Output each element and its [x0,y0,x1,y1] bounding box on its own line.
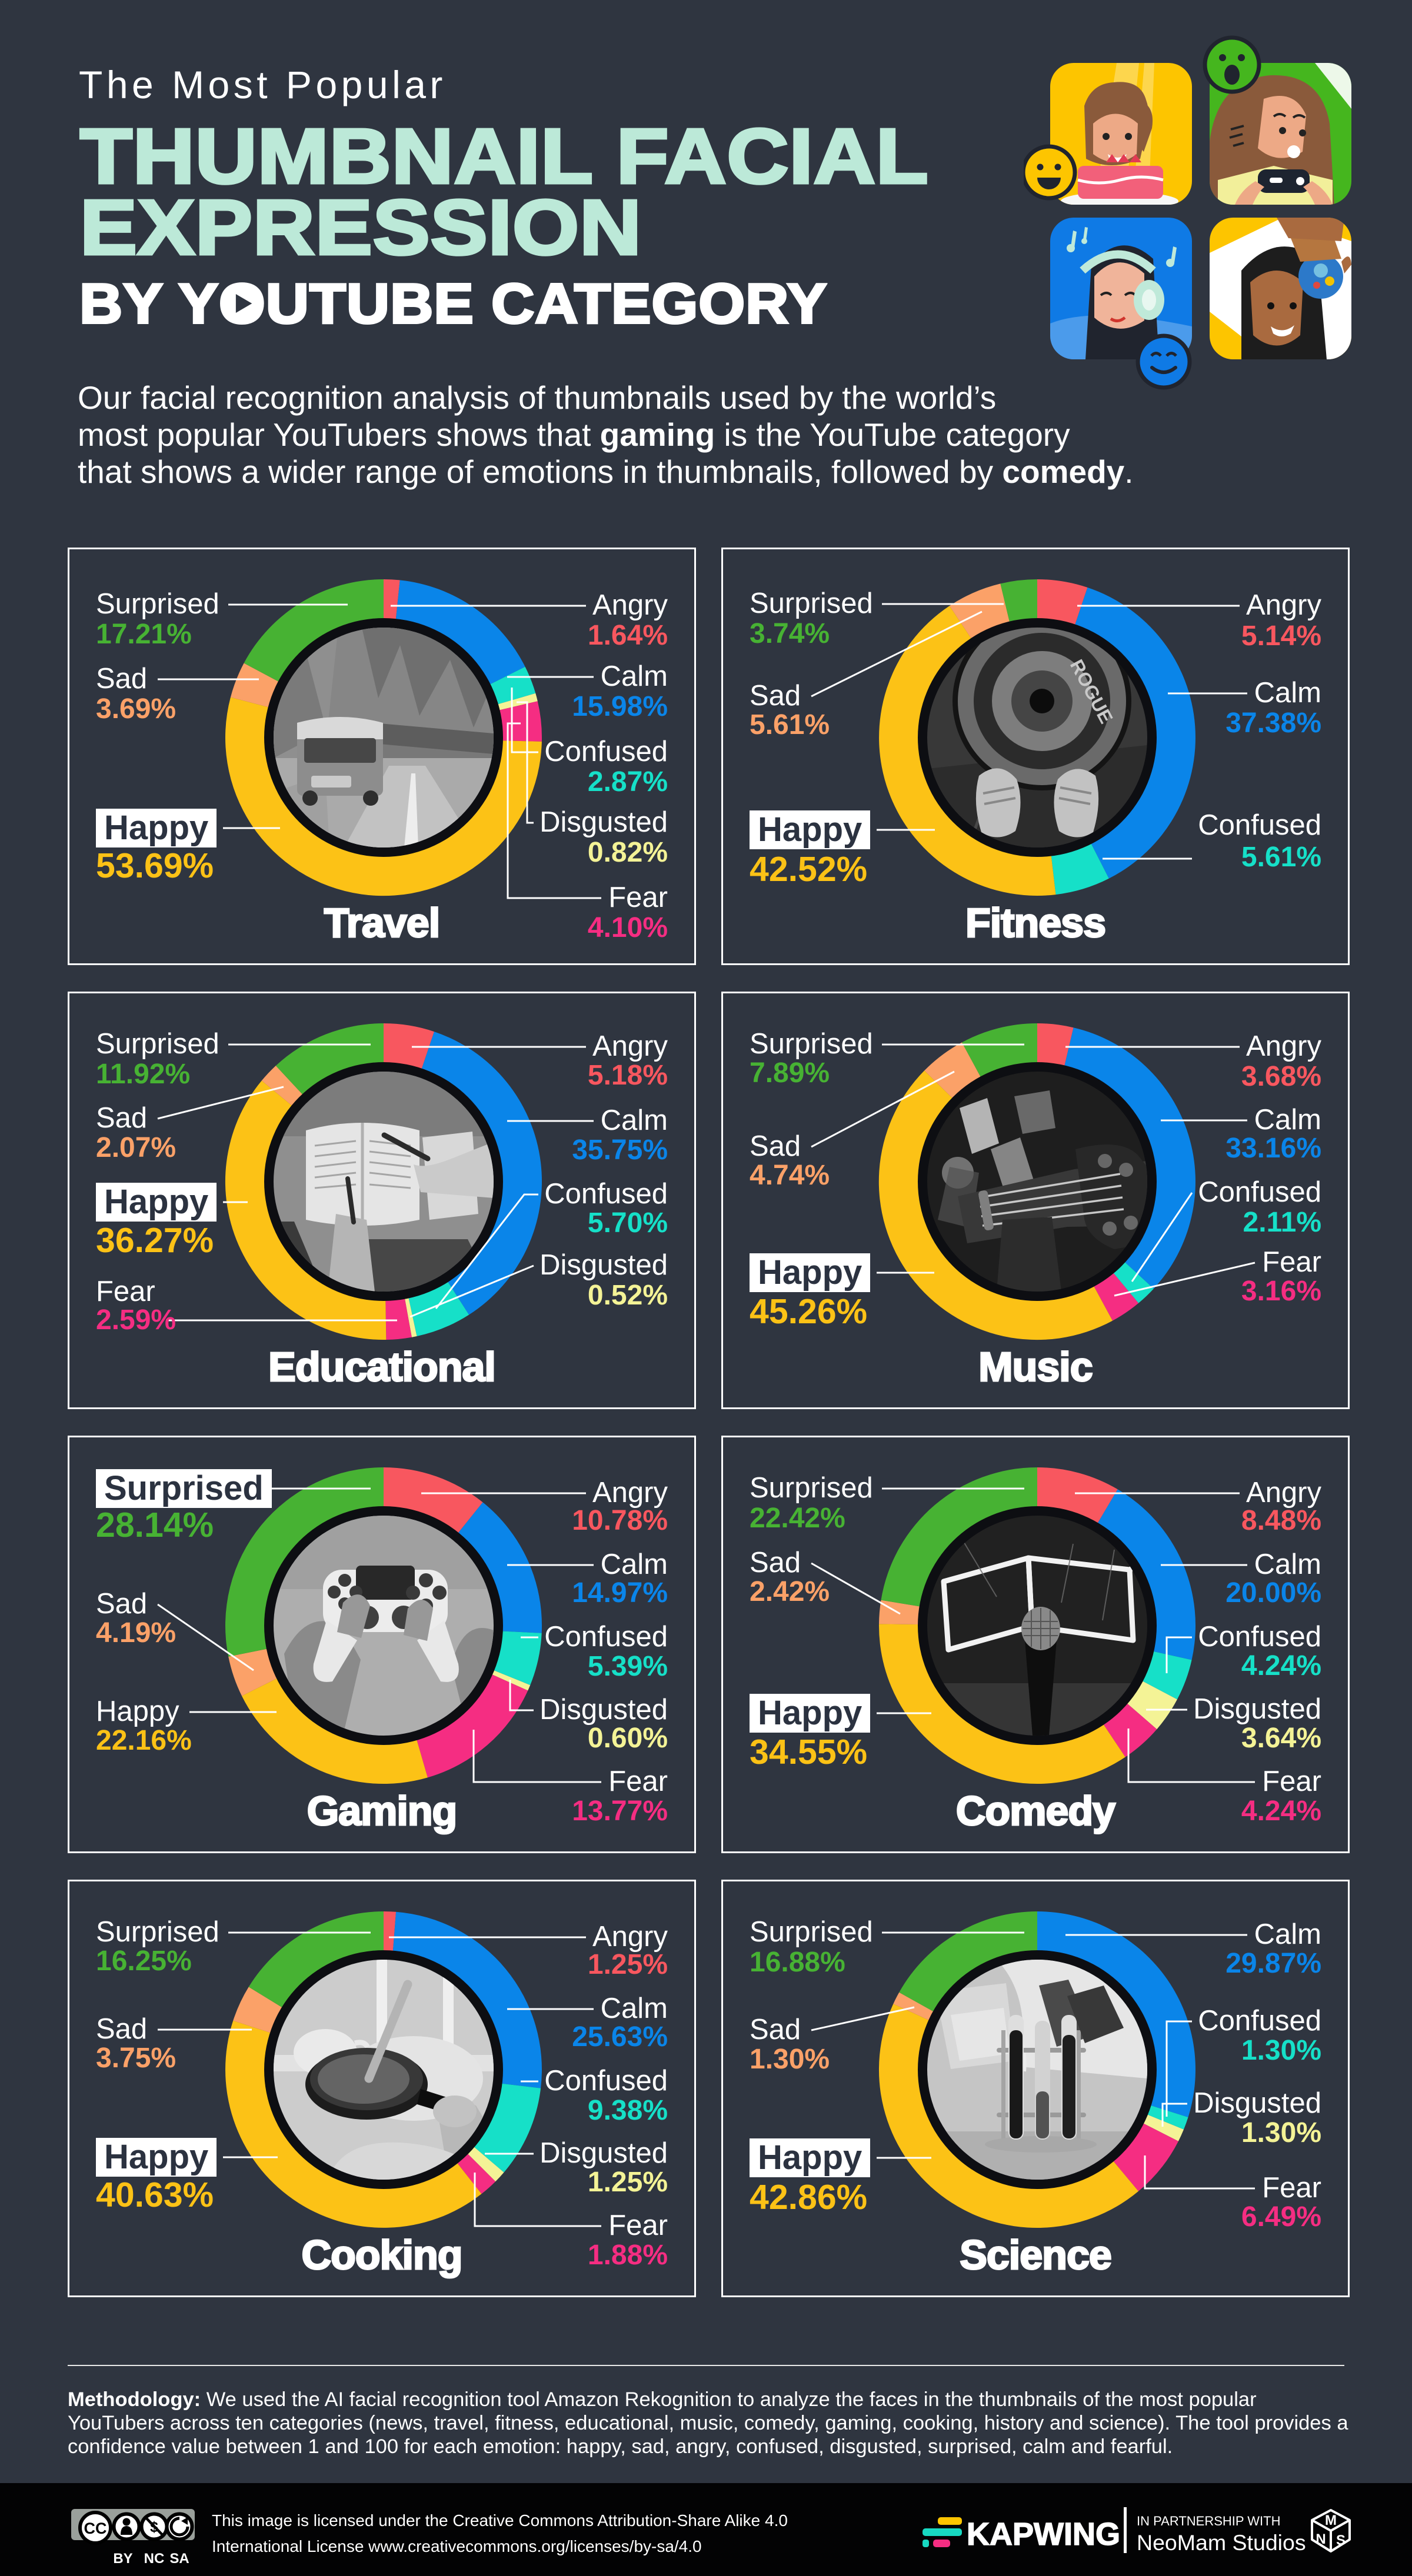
svg-text:SA: SA [169,2551,189,2567]
svg-text:BY: BY [113,2551,132,2567]
svg-text:M: M [1325,2512,1337,2528]
svg-text:NC: NC [144,2551,165,2567]
svg-text:N: N [1316,2531,1326,2547]
svg-text:S: S [1336,2532,1346,2548]
svg-text:CC: CC [84,2520,107,2537]
